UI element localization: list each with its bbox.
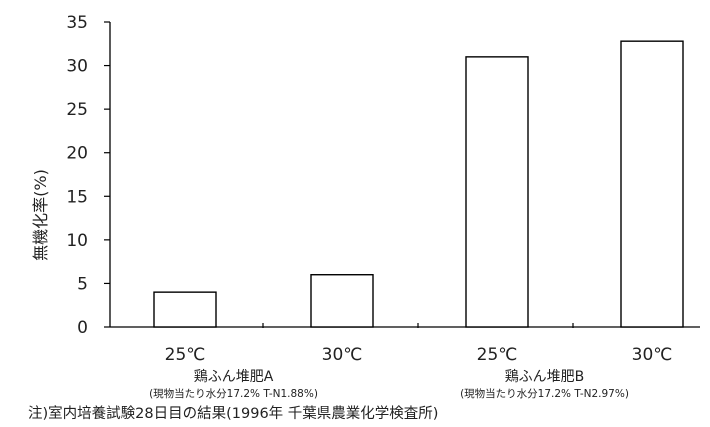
- group-label: 鶏ふん堆肥B: [505, 369, 585, 385]
- category-labels: 25℃ 30℃ 25℃ 30℃: [165, 345, 673, 365]
- y-tick-label: 35: [66, 13, 88, 33]
- y-axis-label: 無機化率(%): [31, 169, 50, 261]
- y-tick-label: 20: [66, 144, 88, 164]
- y-tick-label: 30: [66, 57, 88, 77]
- footnote: 注)室内培養試験28日目の結果(1996年 千葉県農業化学検査所): [28, 404, 438, 422]
- category-label: 30℃: [632, 345, 673, 365]
- group-label: 鶏ふん堆肥A: [194, 369, 274, 385]
- bar: [310, 274, 374, 328]
- bars: [153, 40, 684, 328]
- category-label: 30℃: [322, 345, 363, 365]
- y-tick-label: 0: [77, 318, 88, 338]
- group-labels: 鶏ふん堆肥A (現物当たり水分17.2% T-N1.88%) 鶏ふん堆肥B (現物当た…: [149, 369, 629, 400]
- category-label: 25℃: [477, 345, 518, 365]
- y-ticks: 0 5 10 15 20 25 30 35: [66, 13, 110, 338]
- y-tick-label: 10: [66, 231, 88, 251]
- group-sublabel: (現物当たり水分17.2% T-N1.88%): [149, 387, 318, 400]
- y-axis-label-group: 無機化率(%): [31, 169, 50, 261]
- bar: [620, 40, 684, 328]
- bar: [465, 56, 529, 328]
- category-label: 25℃: [165, 345, 206, 365]
- y-tick-label: 15: [66, 187, 88, 207]
- bar: [153, 291, 217, 328]
- y-tick-label: 5: [77, 274, 88, 294]
- group-sublabel: (現物当たり水分17.2% T-N2.97%): [460, 387, 629, 400]
- y-tick-label: 25: [66, 100, 88, 120]
